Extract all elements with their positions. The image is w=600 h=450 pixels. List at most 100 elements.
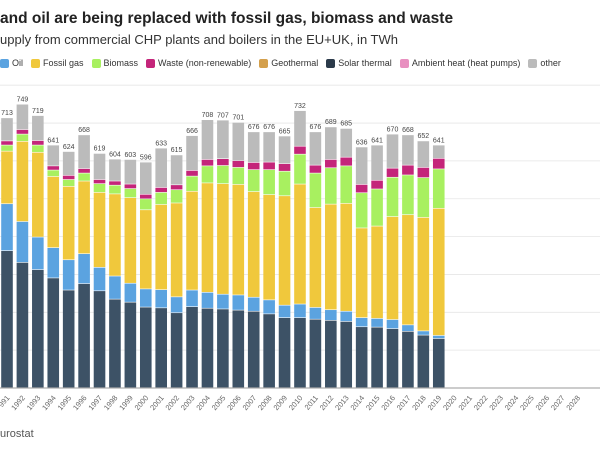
bar-segment [247,297,260,311]
bar-segment [217,120,229,159]
bar-segment [93,179,106,184]
data-label: 668 [402,127,414,134]
data-label: 619 [94,146,106,153]
x-tick-label: 2008 [256,394,274,413]
bar-segment [109,159,121,181]
bar-segment [355,193,368,228]
bar-segment [309,165,322,173]
x-tick-label: 2019 [426,394,444,413]
legend-swatch [399,58,409,68]
x-tick-label: 2003 [179,394,197,413]
legend-item: Fossil gas [31,58,84,68]
bar-segment [32,152,44,237]
legend-item: Biomass [91,58,139,68]
bar-segment [294,304,306,318]
bar-segment [309,207,322,308]
bar-segment [371,226,383,319]
bar-segment [371,327,383,388]
chart-title: and oil are being replaced with fossil g… [0,10,454,27]
legend-swatch [146,58,156,68]
x-tick-label: 1998 [102,394,120,413]
data-label: 707 [217,112,229,119]
x-tick-label: 2026 [534,394,552,413]
legend-label: Geothermal [271,58,319,68]
bar-segment [1,151,13,204]
bar-segment [232,122,245,161]
data-label: 676 [310,124,322,131]
bar-segment [386,328,399,388]
bar-segment [155,192,167,205]
bar-segment [32,145,44,152]
x-tick-label: 2012 [318,394,336,413]
data-label: 749 [17,97,29,104]
data-label: 685 [340,121,352,128]
bar-segment [201,292,214,308]
bar-segment [155,308,167,388]
bar-segment [16,104,29,130]
x-tick-label: 2025 [518,394,536,413]
bar-segment [355,327,368,388]
bar-segment [16,134,29,141]
legend-label: Solar thermal [338,58,392,68]
bar-segment [47,145,60,166]
bar-segment [124,283,137,302]
bar-segment [217,294,229,309]
x-tick-label: 1994 [40,394,58,413]
bar-segment [325,168,337,204]
bar-segment [32,237,44,270]
legend-swatch [31,58,40,68]
data-label: 676 [248,124,260,131]
x-tick-label: 2024 [503,394,521,413]
bar-segment [201,166,214,183]
bar-segment [186,191,198,290]
legend-label: Oil [12,58,23,68]
bar-segment [340,128,353,157]
bar-segment [1,204,13,251]
chart-subtitle: upply from commercial CHP plants and boi… [0,32,398,47]
bar-segment [325,310,337,321]
bar-segment [170,155,183,185]
bar-segment [278,196,291,305]
data-label: 633 [155,140,167,147]
bar-segment [139,210,152,289]
bar-segment [32,140,44,145]
x-tick-label: 2006 [225,394,243,413]
bar-segment [432,338,445,388]
bar-segment [201,159,214,166]
bar-segment [186,307,198,388]
bar-segment [47,170,60,177]
bar-segment [62,290,75,388]
x-tick-label: 1996 [71,394,89,413]
legend-swatch [0,58,9,68]
bar-segment [386,319,399,329]
bar-segment [294,184,306,304]
bar-segment [247,169,260,192]
bar-segment [294,146,306,154]
bar-segment [62,260,75,290]
bar-segment [355,317,368,327]
bar-segment [309,319,322,388]
bar-segment [201,183,214,293]
bar-segment [62,151,75,176]
x-tick-label: 2028 [564,394,582,413]
bar-segment [325,204,337,310]
bar-segment [355,228,368,318]
bar-segment [417,217,430,331]
bar-segment [371,145,383,180]
bar-segment [1,141,13,145]
bar-segment [124,197,137,283]
source-note: urostat [0,428,34,440]
bar-segment [402,175,414,215]
data-label: 603 [125,152,137,159]
legend-label: Biomass [103,58,139,68]
bar-segment [371,318,383,327]
bar-segment [402,165,414,175]
bar-segment [139,162,152,194]
x-tick-label: 2027 [549,394,567,413]
bar-segment [78,254,90,284]
bar-segment [47,247,60,278]
bar-segment [340,203,353,311]
bar-segment [278,136,291,164]
data-label: 666 [186,128,198,135]
bar-segment [62,186,75,260]
